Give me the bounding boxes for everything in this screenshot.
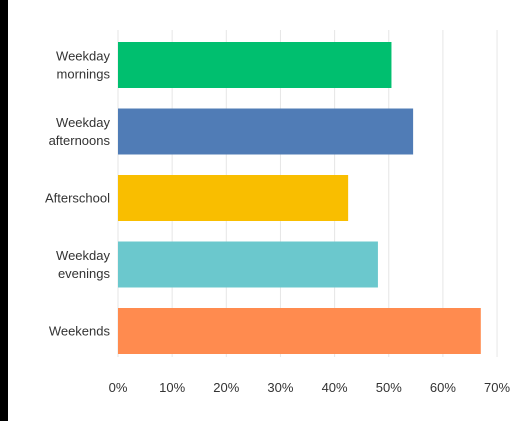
x-tick-label: 60% — [430, 380, 456, 395]
category-label: Weekday mornings — [56, 49, 110, 82]
bar — [118, 241, 378, 288]
x-tick-label: 40% — [322, 380, 348, 395]
x-tick-label: 20% — [213, 380, 239, 395]
chart-panel: Weekday mornings Weekday afternoons Aftersch… — [8, 0, 522, 421]
category-label: Weekday evenings — [56, 248, 110, 281]
bar — [118, 308, 481, 354]
category-label: Afterschool — [45, 191, 110, 206]
x-tick-label: 70% — [484, 380, 510, 395]
x-axis-tick-labels: 0% 10% 20% 30% 40% 50% 60% 70% — [109, 380, 511, 395]
category-label: Weekday afternoons — [49, 115, 111, 148]
category-labels: Weekday mornings Weekday afternoons Aftersch… — [45, 49, 111, 339]
bar — [118, 108, 414, 155]
x-tick-label: 0% — [109, 380, 128, 395]
x-tick-label: 50% — [376, 380, 402, 395]
x-tick-label: 30% — [267, 380, 293, 395]
category-label: Weekends — [49, 324, 111, 339]
bar — [118, 42, 392, 88]
x-tick-label: 10% — [159, 380, 185, 395]
bars — [118, 42, 481, 354]
bar-chart: Weekday mornings Weekday afternoons Aftersch… — [45, 30, 511, 395]
bar — [118, 175, 349, 221]
